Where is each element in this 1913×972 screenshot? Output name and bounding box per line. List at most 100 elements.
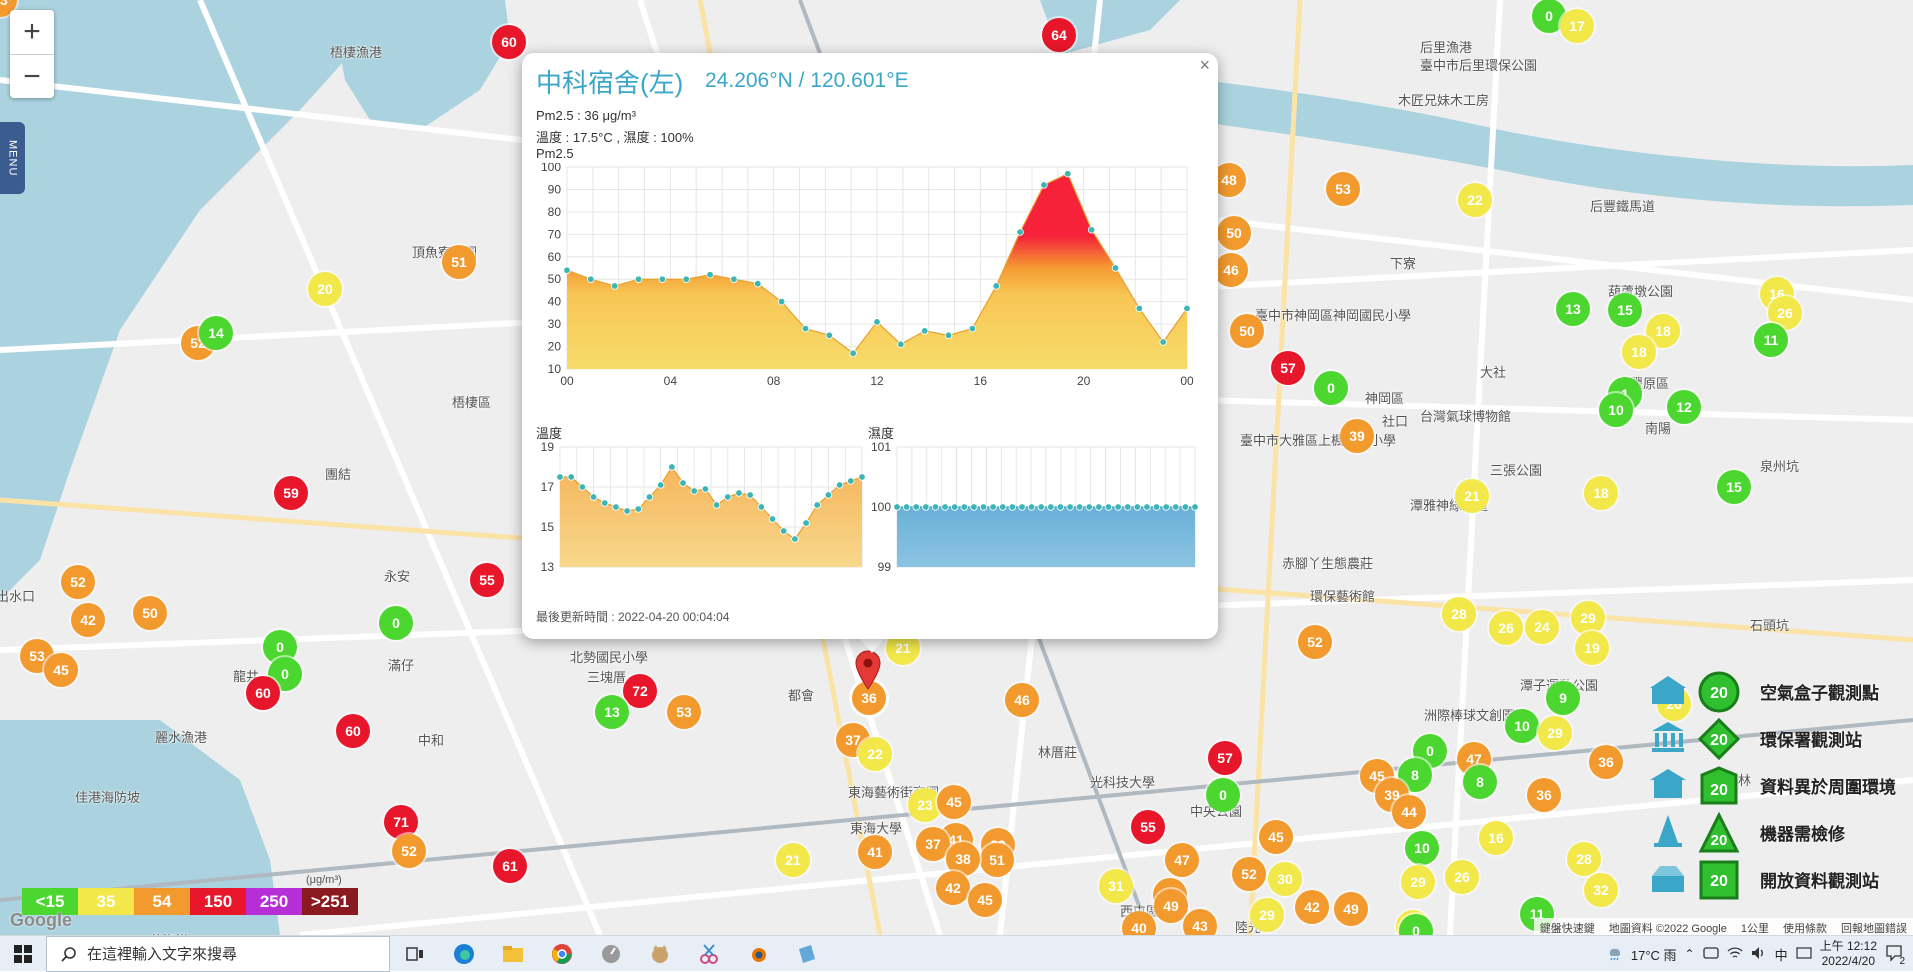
aqi-station-marker[interactable]: 20 (308, 272, 342, 306)
windows-start-button[interactable] (0, 936, 46, 972)
aqi-station-marker[interactable]: 26 (1445, 860, 1479, 894)
app-cat-icon[interactable] (635, 936, 684, 972)
aqi-station-marker[interactable]: 23 (908, 788, 942, 822)
aqi-station-marker[interactable]: 45 (937, 785, 971, 819)
notification-icon[interactable]: 2 (1885, 944, 1905, 967)
keyboard-icon[interactable] (1796, 946, 1812, 962)
aqi-station-marker[interactable]: 37 (916, 827, 950, 861)
network-icon[interactable] (1727, 946, 1743, 963)
aqi-station-marker[interactable]: 59 (274, 476, 308, 510)
file-explorer-icon[interactable] (488, 936, 537, 972)
scale-bar-label[interactable]: 1公里 (1740, 923, 1769, 935)
aqi-station-marker[interactable]: 0 (1314, 371, 1348, 405)
aqi-station-marker[interactable]: 46 (1005, 683, 1039, 717)
report-error-link[interactable]: 回報地圖錯誤 (1841, 923, 1907, 935)
aqi-station-marker[interactable]: 71 (384, 805, 418, 839)
aqi-station-marker[interactable]: 15 (1608, 293, 1642, 327)
aqi-station-marker[interactable]: 50 (133, 596, 167, 630)
aqi-station-marker[interactable]: 51 (442, 245, 476, 279)
aqi-station-marker[interactable]: 0 (1399, 914, 1433, 935)
aqi-station-marker[interactable]: 43 (1183, 909, 1217, 935)
aqi-station-marker[interactable]: 10 (1405, 831, 1439, 865)
aqi-station-marker[interactable]: 17 (1560, 9, 1594, 43)
taskbar-search-box[interactable]: 在這裡輸入文字來搜尋 (46, 935, 390, 972)
aqi-station-marker[interactable]: 28 (1567, 842, 1601, 876)
aqi-station-marker[interactable]: 18 (1584, 476, 1618, 510)
aqi-station-marker[interactable]: 41 (858, 835, 892, 869)
aqi-station-marker[interactable]: 10 (1599, 393, 1633, 427)
aqi-station-marker[interactable]: 21 (776, 843, 810, 877)
aqi-station-marker[interactable]: 38 (946, 842, 980, 876)
aqi-station-marker[interactable]: 18 (1622, 335, 1656, 369)
aqi-station-marker[interactable]: 60 (246, 676, 280, 710)
aqi-station-marker[interactable]: 52 (392, 834, 426, 868)
aqi-station-marker[interactable]: 55 (1131, 810, 1165, 844)
aqi-station-marker[interactable]: 14 (199, 316, 233, 350)
zoom-out-button[interactable]: − (10, 54, 54, 98)
aqi-station-marker[interactable]: 40 (1122, 911, 1156, 935)
aqi-station-marker[interactable]: 30 (1268, 862, 1302, 896)
aqi-station-marker[interactable]: 18 (1646, 314, 1680, 348)
aqi-station-marker[interactable]: 22 (1458, 183, 1492, 217)
aqi-station-marker[interactable]: 0 (1206, 778, 1240, 812)
aqi-station-marker[interactable]: 61 (493, 849, 527, 883)
meet-now-icon[interactable] (1702, 946, 1719, 963)
aqi-station-marker[interactable]: 44 (1392, 795, 1426, 829)
aqi-station-marker[interactable]: 19 (1575, 631, 1609, 665)
close-icon[interactable]: × (1199, 55, 1210, 75)
aqi-station-marker[interactable]: 57 (1271, 351, 1305, 385)
aqi-station-marker[interactable]: 50 (1217, 216, 1251, 250)
app-notes-icon[interactable] (782, 936, 831, 972)
aqi-station-marker[interactable]: 15 (1717, 470, 1751, 504)
ime-indicator[interactable]: 中 (1774, 947, 1788, 963)
aqi-station-marker[interactable]: 29 (1401, 865, 1435, 899)
aqi-station-marker[interactable]: 13 (1556, 292, 1590, 326)
aqi-station-marker[interactable]: 0 (1532, 0, 1566, 33)
aqi-station-marker[interactable]: 60 (492, 25, 526, 59)
aqi-station-marker[interactable]: 0 (379, 606, 413, 640)
aqi-station-marker[interactable]: 31 (1099, 869, 1133, 903)
edge-browser-icon[interactable] (439, 936, 488, 972)
terms-link[interactable]: 使用條款 (1783, 923, 1827, 935)
aqi-station-marker[interactable]: 29 (1250, 898, 1284, 932)
keyboard-shortcuts-link[interactable]: 鍵盤快速鍵 (1539, 923, 1595, 935)
aqi-station-marker[interactable]: 16 (1479, 821, 1513, 855)
aqi-station-marker[interactable]: 72 (623, 674, 657, 708)
aqi-station-marker[interactable]: 29 (1538, 716, 1572, 750)
aqi-station-marker[interactable]: 46 (1214, 253, 1248, 287)
aqi-station-marker[interactable]: 29 (1571, 601, 1605, 635)
app-blender-icon[interactable] (733, 936, 782, 972)
menu-tab[interactable]: MENU (0, 122, 25, 194)
aqi-station-marker[interactable]: 50 (1230, 314, 1264, 348)
aqi-station-marker[interactable]: 9 (1546, 681, 1580, 715)
aqi-station-marker[interactable]: 47 (1165, 843, 1199, 877)
aqi-station-marker[interactable]: 45 (44, 653, 78, 687)
aqi-station-marker[interactable]: 45 (968, 883, 1002, 917)
aqi-station-marker[interactable]: 11 (1754, 323, 1788, 357)
volume-icon[interactable] (1751, 946, 1767, 963)
aqi-station-marker[interactable]: 22 (858, 737, 892, 771)
aqi-station-marker[interactable]: 26 (1489, 611, 1523, 645)
aqi-station-marker[interactable]: 53 (667, 695, 701, 729)
aqi-station-marker[interactable]: 57 (1208, 741, 1242, 775)
aqi-station-marker[interactable]: 24 (1525, 610, 1559, 644)
app-snipping-icon[interactable] (684, 936, 733, 972)
aqi-station-marker[interactable]: 36 (1589, 745, 1623, 779)
aqi-station-marker[interactable]: 49 (1334, 892, 1368, 926)
map-canvas[interactable]: 梧棲漁港頂魚寮公園梧棲區團結永安滿仔龍井麗水漁港中和佳港海防坡佳海港北勢國民小學… (0, 0, 1913, 935)
aqi-station-marker[interactable]: 32 (1584, 873, 1618, 907)
aqi-station-marker[interactable]: 51 (980, 843, 1014, 877)
aqi-station-marker[interactable]: 49 (1154, 889, 1188, 923)
aqi-station-marker[interactable]: 52 (1298, 625, 1332, 659)
task-view-icon[interactable] (390, 936, 439, 972)
weather-text[interactable]: 17°C 雨 (1630, 947, 1677, 963)
app-gauge-icon[interactable] (586, 936, 635, 972)
selected-location-pin-icon[interactable] (854, 650, 882, 690)
aqi-station-marker[interactable]: 21 (1455, 479, 1489, 513)
aqi-station-marker[interactable]: 55 (470, 563, 504, 597)
aqi-station-marker[interactable]: 8 (1463, 765, 1497, 799)
aqi-station-marker[interactable]: 60 (336, 714, 370, 748)
aqi-station-marker[interactable]: 28 (1442, 597, 1476, 631)
zoom-in-button[interactable]: + (23, 15, 41, 48)
aqi-station-marker[interactable]: 64 (1042, 18, 1076, 52)
